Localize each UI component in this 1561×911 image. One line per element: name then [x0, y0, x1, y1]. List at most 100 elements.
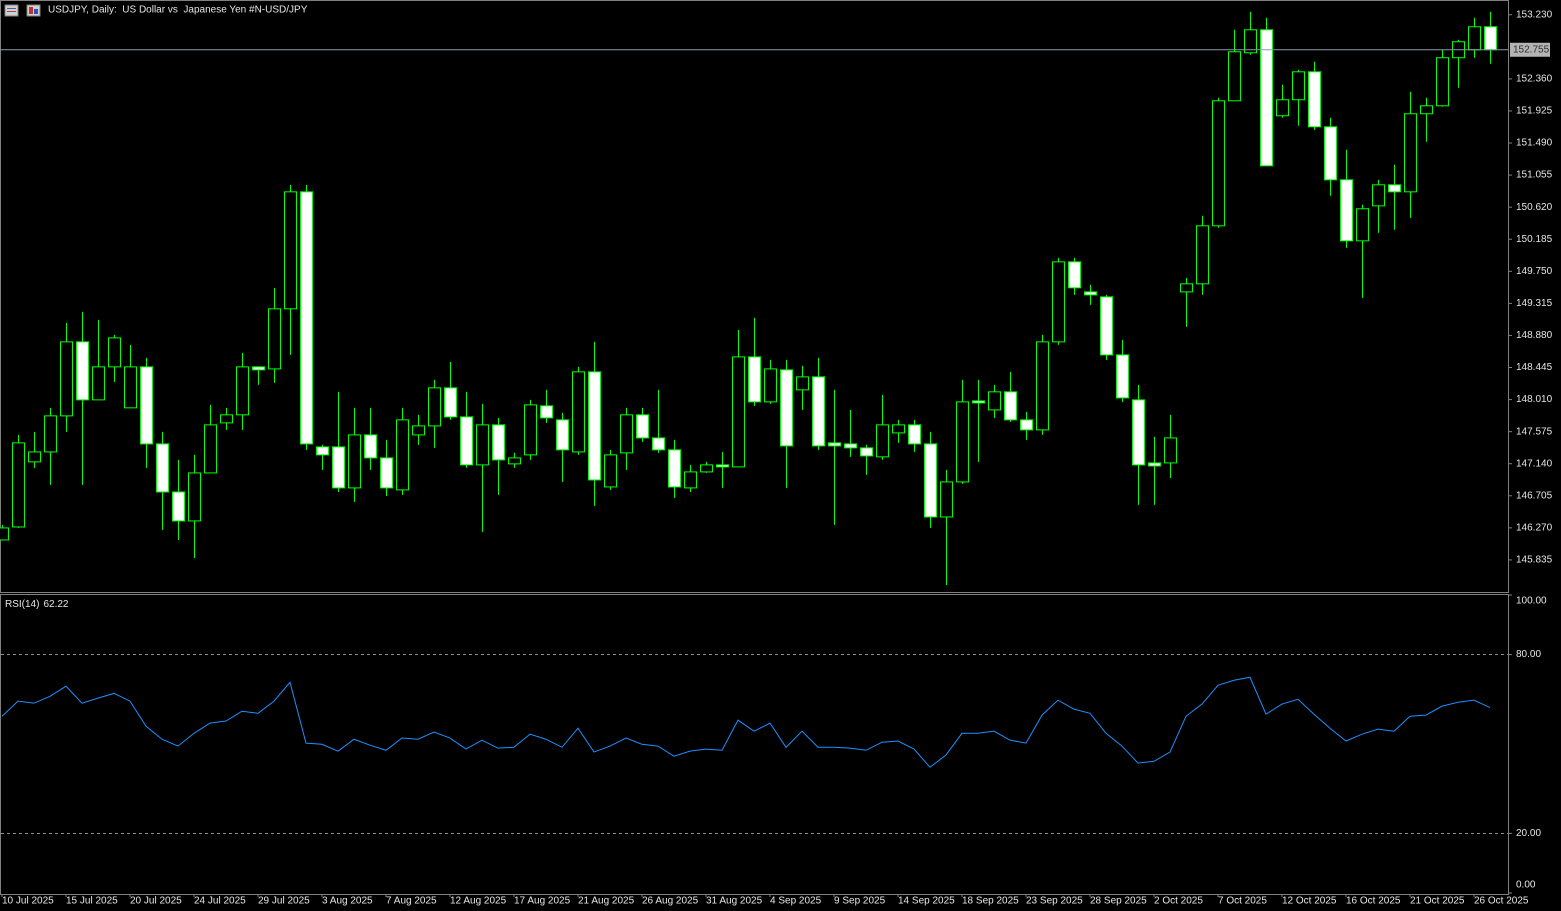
candle-body: [1340, 179, 1353, 242]
candle-body: [780, 369, 793, 447]
rsi-pane-border: [0, 594, 1509, 895]
y-tick-label: 152.360: [1516, 74, 1553, 85]
y-tick-label: 150.185: [1516, 234, 1553, 245]
candle-body: [1164, 437, 1177, 464]
candle-body: [188, 472, 201, 522]
candle-body: [124, 366, 137, 409]
candle-body: [0, 527, 9, 541]
y-tick-label: 147.575: [1516, 426, 1553, 437]
y-tick-label: 151.490: [1516, 138, 1553, 149]
y-tick-label: 148.010: [1516, 394, 1553, 405]
candle-body: [588, 371, 601, 481]
y-tick-label: 80.00: [1516, 649, 1541, 660]
candle-body: [684, 471, 697, 489]
x-tick-label: 28 Sep 2025: [1090, 896, 1147, 907]
candle-body: [1228, 51, 1241, 102]
candle-body: [540, 405, 553, 419]
candle-body: [1036, 341, 1049, 431]
x-tick-label: 17 Aug 2025: [514, 896, 571, 907]
candle-body: [108, 337, 121, 368]
candle-body: [956, 401, 969, 483]
y-tick-label: 146.705: [1516, 490, 1553, 501]
candle-body: [924, 443, 937, 518]
candle-body: [892, 424, 905, 434]
candle-body: [876, 424, 889, 458]
candle-body: [348, 434, 361, 489]
candle-body: [1260, 29, 1273, 167]
candle-body: [508, 457, 521, 465]
candle-body: [156, 443, 169, 493]
x-tick-label: 2 Oct 2025: [1154, 896, 1203, 907]
indicator-title: RSI(14) 62.22: [5, 599, 69, 610]
candle-body: [236, 366, 249, 416]
candle-body: [332, 446, 345, 489]
candle-body: [652, 437, 665, 451]
x-tick-label: 15 Jul 2025: [66, 896, 118, 907]
candle-body: [732, 356, 745, 468]
candle-body: [1420, 105, 1433, 115]
x-tick-label: 4 Sep 2025: [770, 896, 822, 907]
candle-body: [620, 414, 633, 454]
y-tick-label: 149.750: [1516, 266, 1553, 277]
candle-body: [572, 371, 585, 453]
candle-body: [1484, 26, 1497, 51]
candle-body: [1020, 419, 1033, 431]
current-price-label: 152.755: [1513, 44, 1550, 55]
candle-body: [940, 481, 953, 518]
candle-body: [1068, 261, 1081, 289]
candle-body: [1196, 225, 1209, 285]
y-tick-label: 20.00: [1516, 828, 1541, 839]
candle-body: [1356, 208, 1369, 242]
candle-body: [796, 376, 809, 391]
candle-body: [220, 414, 233, 424]
candle-body: [1116, 354, 1129, 399]
y-tick-label: 148.445: [1516, 362, 1553, 373]
candle-body: [428, 387, 441, 427]
candle-body: [1100, 296, 1113, 356]
candle-body: [812, 376, 825, 447]
candle-body: [748, 356, 761, 403]
candle-body: [44, 415, 57, 453]
candle-body: [972, 400, 985, 404]
candle-body: [1388, 184, 1401, 193]
candle-body: [1404, 113, 1417, 193]
candle-body: [28, 451, 41, 463]
price-pane-border: [0, 0, 1509, 593]
candle-body: [1052, 261, 1065, 343]
candle-body: [412, 425, 425, 436]
candle-body: [172, 491, 185, 522]
x-tick-label: 21 Oct 2025: [1410, 896, 1465, 907]
candle-body: [1212, 100, 1225, 227]
x-tick-label: 9 Sep 2025: [834, 896, 886, 907]
candle-body: [380, 457, 393, 489]
candle-body: [492, 424, 505, 461]
y-tick-label: 151.925: [1516, 106, 1553, 117]
candle-body: [1324, 126, 1337, 181]
candle-body: [316, 446, 329, 456]
current-price-box: [1510, 42, 1550, 57]
candle-body: [76, 341, 89, 401]
x-tick-label: 12 Aug 2025: [450, 896, 507, 907]
candle-body: [204, 424, 217, 474]
y-tick-label: 100.00: [1516, 596, 1547, 607]
candle-body: [1132, 399, 1145, 466]
candle-body: [604, 454, 617, 488]
candle-body: [860, 447, 873, 457]
candle-body: [908, 424, 921, 445]
y-tick-label: 148.880: [1516, 330, 1553, 341]
y-tick-label: 151.055: [1516, 170, 1553, 181]
candle-body: [396, 419, 409, 491]
candle-body: [1436, 57, 1449, 107]
x-tick-label: 12 Oct 2025: [1282, 896, 1337, 907]
candle-body: [524, 404, 537, 456]
candle-body: [444, 387, 457, 418]
candle-body: [1244, 29, 1257, 54]
candle-body: [1292, 71, 1305, 101]
candle-body: [668, 449, 681, 488]
y-tick-label: 147.140: [1516, 458, 1553, 469]
y-tick-label: 145.835: [1516, 555, 1553, 566]
y-tick-label: 153.230: [1516, 9, 1553, 20]
symbol-icons: [4, 4, 41, 17]
